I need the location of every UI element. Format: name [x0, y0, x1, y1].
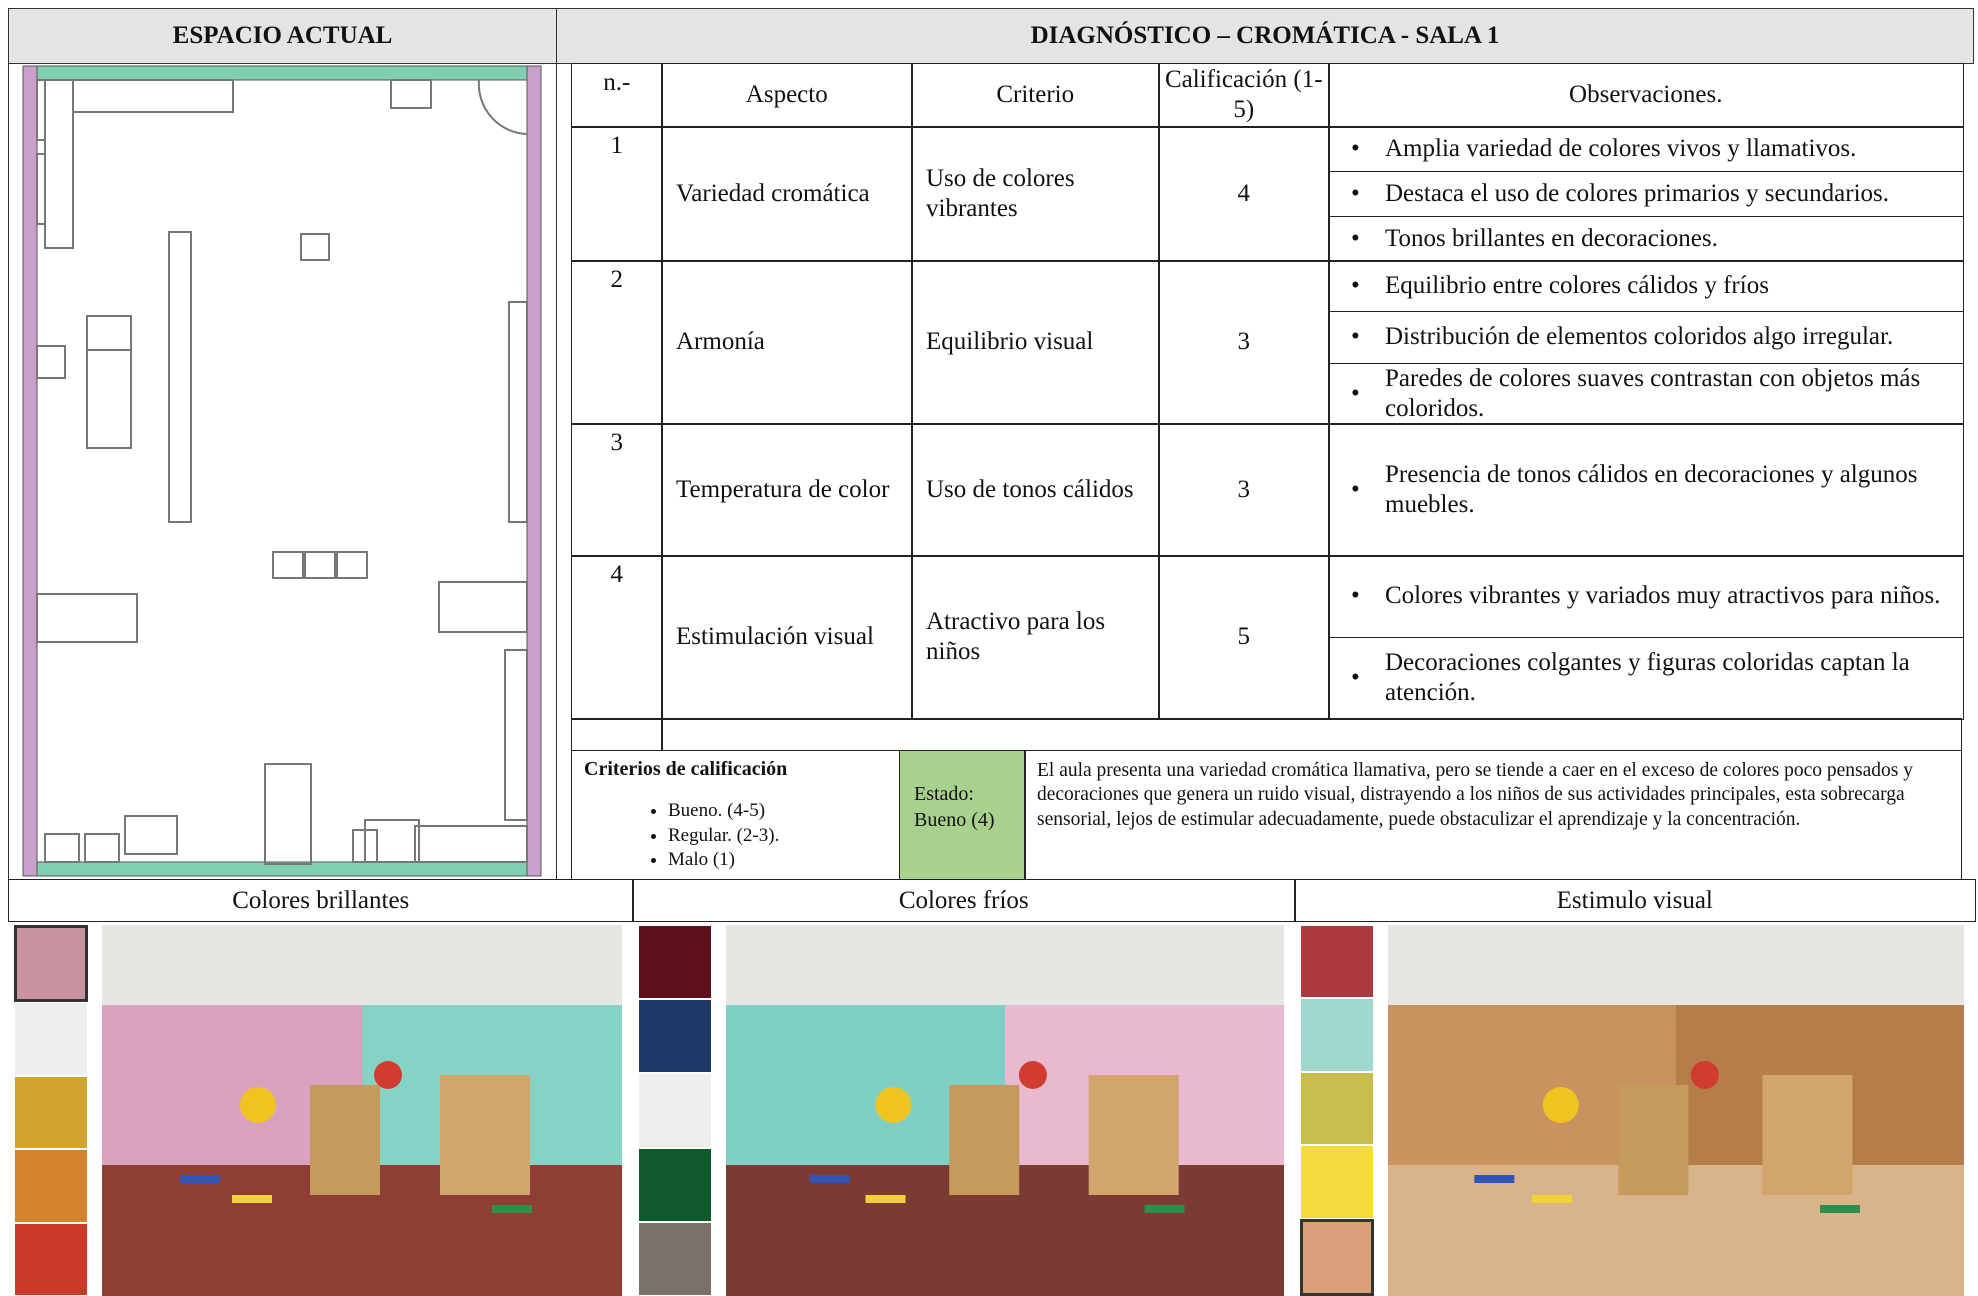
photo — [1388, 925, 1964, 1296]
observation: Presencia de tonos cálidos en decoracion… — [1329, 424, 1963, 556]
left-title: ESPACIO ACTUAL — [8, 8, 557, 64]
observation: Destaca el uso de colores primarios y se… — [1329, 170, 1963, 216]
criteria-item: Bueno. (4-5) — [668, 799, 888, 824]
panel-title: Colores fríos — [632, 879, 1296, 922]
summary: El aula presenta una variedad cromática … — [1024, 750, 1962, 880]
panel-title: Estimulo visual — [1294, 879, 1976, 922]
score: 4 — [1158, 126, 1330, 262]
row-number: 4 — [571, 555, 663, 720]
photo — [726, 925, 1284, 1296]
color-swatch — [1300, 925, 1374, 999]
score: 3 — [1158, 260, 1330, 425]
diagnostic-table: n.- Aspecto Criterio Calificación (1-5) Obse… — [571, 63, 1964, 880]
observation: Tonos brillantes en decoraciones. — [1329, 215, 1963, 261]
swatch-column — [638, 925, 712, 1296]
header-cell: Observaciones. — [1328, 63, 1964, 128]
header-cell: Criterio — [911, 63, 1160, 128]
observation: Paredes de colores suaves contrastan con… — [1329, 362, 1963, 424]
color-swatch — [638, 1073, 712, 1148]
criteria-list: Bueno. (4-5)Regular. (2-3).Malo (1) — [584, 799, 888, 873]
observation: Colores vibrantes y variados muy atracti… — [1329, 556, 1963, 637]
color-swatch — [14, 925, 88, 1003]
aspect: Estimulación visual — [661, 555, 913, 720]
floor-plan-frame — [8, 63, 557, 880]
header-cell: n.- — [571, 63, 663, 128]
criteria-item: Regular. (2-3). — [668, 824, 888, 849]
photo-scene — [726, 925, 1284, 1296]
color-swatch — [14, 1075, 88, 1150]
color-swatch — [638, 925, 712, 1000]
observations: Presencia de tonos cálidos en decoracion… — [1328, 423, 1964, 557]
color-swatch — [1300, 1218, 1374, 1296]
observations: Amplia variedad de colores vivos y llama… — [1328, 126, 1964, 262]
observation: Decoraciones colgantes y figuras colorid… — [1329, 636, 1963, 719]
empty-cell — [661, 718, 1962, 751]
criteria-title: Criterios de calificación — [584, 758, 788, 780]
observation: Distribución de elementos coloridos algo… — [1329, 311, 1963, 362]
swatch-column — [14, 925, 88, 1296]
observations: Equilibrio entre colores cálidos y fríos… — [1328, 260, 1964, 425]
color-swatch — [638, 1147, 712, 1222]
score: 3 — [1158, 423, 1330, 557]
photo-scene — [1388, 925, 1964, 1296]
right-title: DIAGNÓSTICO – CROMÁTICA - SALA 1 — [556, 8, 1974, 64]
photo — [102, 925, 622, 1296]
floor-plan — [22, 65, 542, 877]
aspect: Armonía — [661, 260, 913, 425]
criterion: Atractivo para los niños — [911, 555, 1160, 720]
color-swatch — [638, 999, 712, 1074]
row-number: 2 — [571, 260, 663, 425]
header-cell: Calificación (1-5) — [1158, 63, 1330, 128]
color-swatch — [1300, 998, 1374, 1072]
color-swatch — [1300, 1071, 1374, 1146]
aspect: Variedad cromática — [661, 126, 913, 262]
observation: Amplia variedad de colores vivos y llama… — [1329, 127, 1963, 171]
observation: Equilibrio entre colores cálidos y fríos — [1329, 261, 1963, 311]
empty-cell — [571, 718, 663, 751]
criterion: Equilibrio visual — [911, 260, 1160, 425]
score: 5 — [1158, 555, 1330, 720]
photo-scene — [102, 925, 622, 1296]
color-swatch — [14, 1002, 88, 1076]
row-number: 1 — [571, 126, 663, 262]
observations: Colores vibrantes y variados muy atracti… — [1328, 555, 1964, 720]
criteria-box: Criterios de calificación Bueno. (4-5)Reg… — [571, 750, 901, 880]
row-number: 3 — [571, 423, 663, 557]
panel-title: Colores brillantes — [8, 879, 634, 922]
criterion: Uso de colores vibrantes — [911, 126, 1160, 262]
color-swatch — [1300, 1145, 1374, 1219]
aspect: Temperatura de color — [661, 423, 913, 557]
criteria-item: Malo (1) — [668, 848, 888, 873]
status: Estado: Bueno (4) — [899, 750, 1026, 880]
color-swatch — [14, 1149, 88, 1223]
color-swatch — [638, 1221, 712, 1296]
swatch-column — [1300, 925, 1374, 1296]
header-cell: Aspecto — [661, 63, 913, 128]
criterion: Uso de tonos cálidos — [911, 423, 1160, 557]
color-swatch — [14, 1222, 88, 1296]
